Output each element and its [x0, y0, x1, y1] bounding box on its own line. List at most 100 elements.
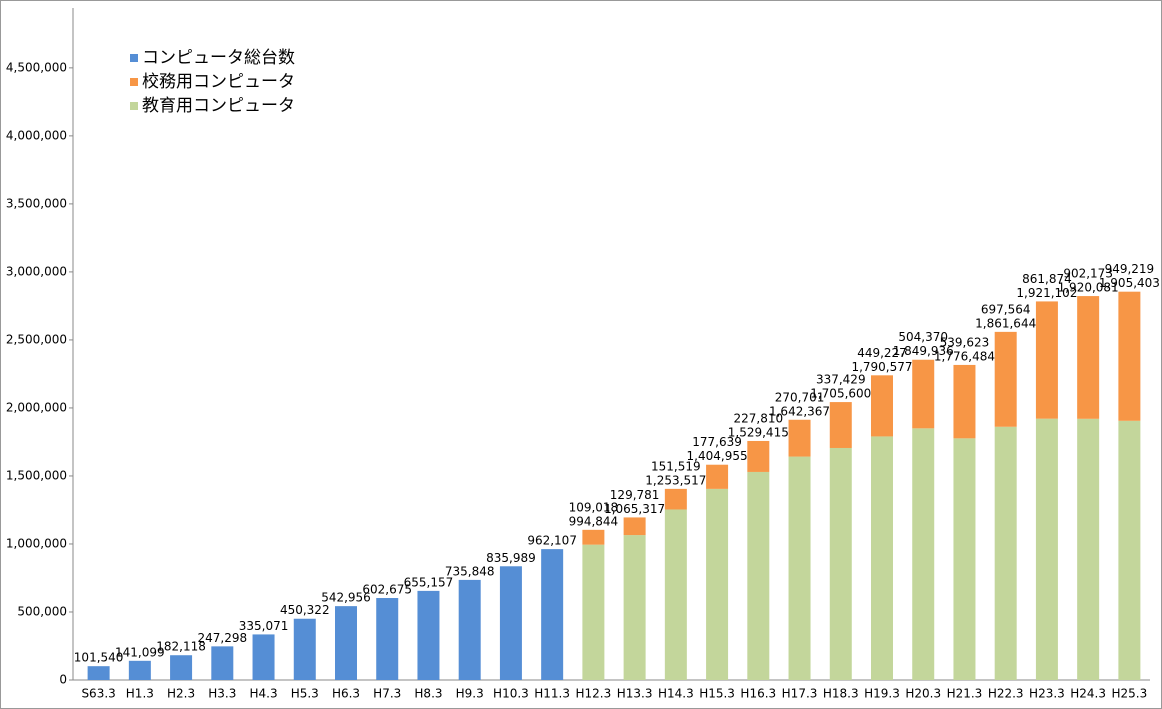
bar: [335, 606, 357, 680]
bar: [623, 535, 646, 680]
x-tick-label: H11.3: [534, 687, 570, 701]
y-tick-label: 0: [59, 673, 67, 687]
bar: [706, 488, 729, 680]
value-label: 1,529,415: [728, 425, 789, 439]
bar: [664, 509, 687, 680]
value-label: 902,173: [1063, 267, 1113, 281]
x-tick-label: H13.3: [617, 687, 653, 701]
bar: [953, 438, 976, 680]
bar: [871, 375, 893, 437]
value-label: 949,219: [1105, 262, 1155, 276]
bar: [1077, 418, 1100, 680]
x-tick-label: H19.3: [864, 687, 900, 701]
value-label: 270,701: [775, 390, 825, 404]
x-tick-label: H20.3: [905, 687, 941, 701]
x-tick-label: H12.3: [576, 687, 612, 701]
y-tick-label: 2,000,000: [6, 400, 67, 414]
x-tick-label: H6.3: [332, 687, 360, 701]
value-label: 177,639: [692, 435, 742, 449]
y-tick-label: 500,000: [17, 604, 67, 618]
value-label: 1,920,081: [1058, 281, 1119, 295]
y-tick-label: 4,000,000: [6, 128, 67, 142]
value-label: 1,776,484: [934, 349, 995, 363]
x-tick-label: H7.3: [373, 687, 401, 701]
bar: [747, 440, 770, 472]
legend-swatch: [130, 54, 138, 62]
x-tick-label: H21.3: [947, 687, 983, 701]
bar: [128, 660, 151, 680]
value-label: 1,642,367: [769, 404, 830, 418]
bar: [170, 655, 193, 680]
x-tick-label: H25.3: [1112, 687, 1148, 701]
x-tick-label: H10.3: [493, 687, 529, 701]
bar: [994, 331, 1017, 427]
value-label: 129,781: [610, 488, 660, 502]
value-label: 1,905,403: [1099, 276, 1160, 290]
bar: [582, 529, 605, 545]
value-label: 449,227: [857, 346, 907, 360]
bar: [788, 419, 811, 457]
value-label: 109,018: [569, 500, 619, 514]
bar: [1077, 296, 1100, 419]
bar: [912, 359, 935, 429]
bar: [829, 447, 852, 680]
value-label: 539,623: [940, 335, 990, 349]
x-tick-label: H24.3: [1070, 687, 1106, 701]
bar: [541, 549, 564, 680]
value-label: 335,071: [239, 619, 289, 633]
x-tick-label: H4.3: [249, 687, 277, 701]
value-label: 101,540: [74, 651, 124, 665]
x-tick-label: H2.3: [167, 687, 195, 701]
legend-label: 校務用コンピュータ: [142, 72, 295, 92]
bar: [458, 579, 481, 680]
bar: [252, 634, 275, 680]
value-label: 1,065,317: [604, 502, 665, 516]
y-tick-label: 3,000,000: [6, 264, 67, 278]
bar: [706, 464, 729, 489]
value-label: 655,157: [404, 575, 454, 589]
value-label: 450,322: [280, 603, 330, 617]
value-label: 141,099: [115, 645, 165, 659]
value-label: 151,519: [651, 459, 701, 473]
x-tick-label: H18.3: [823, 687, 859, 701]
value-label: 602,675: [362, 583, 412, 597]
value-label: 504,370: [898, 330, 948, 344]
value-label: 247,298: [197, 631, 247, 645]
value-label: 1,253,517: [645, 473, 706, 487]
bar: [912, 428, 935, 680]
legend-label: 教育用コンピュータ: [142, 96, 295, 116]
x-tick-label: H8.3: [414, 687, 442, 701]
y-tick-label: 2,500,000: [6, 332, 67, 346]
value-label: 1,790,577: [851, 360, 912, 374]
x-tick-label: H23.3: [1029, 687, 1065, 701]
bar: [87, 666, 110, 680]
x-tick-label: H17.3: [782, 687, 818, 701]
value-label: 835,989: [486, 551, 536, 565]
value-label: 182,118: [156, 640, 206, 654]
bar: [293, 618, 316, 680]
y-tick-label: 1,000,000: [6, 536, 67, 550]
bar: [1035, 418, 1058, 680]
value-label: 735,848: [445, 564, 495, 578]
bar: [582, 544, 605, 680]
x-tick-label: H15.3: [699, 687, 735, 701]
x-tick-label: H1.3: [126, 687, 154, 701]
value-label: 994,844: [569, 514, 619, 528]
bar: [871, 436, 893, 680]
bar: [664, 488, 687, 510]
legend-label: コンピュータ総台数: [142, 48, 295, 68]
bar: [211, 646, 234, 680]
value-label: 697,564: [981, 302, 1031, 316]
bar: [417, 590, 440, 680]
x-tick-label: H14.3: [658, 687, 694, 701]
value-label: 1,921,102: [1016, 286, 1077, 300]
value-label: 337,429: [816, 373, 866, 387]
bar: [1118, 420, 1141, 680]
y-tick-label: 3,500,000: [6, 196, 67, 210]
value-label: 227,810: [733, 411, 783, 425]
value-label: 1,705,600: [810, 387, 871, 401]
bar: [1118, 291, 1141, 421]
y-tick-label: 4,500,000: [6, 60, 67, 74]
bar: [994, 426, 1017, 680]
